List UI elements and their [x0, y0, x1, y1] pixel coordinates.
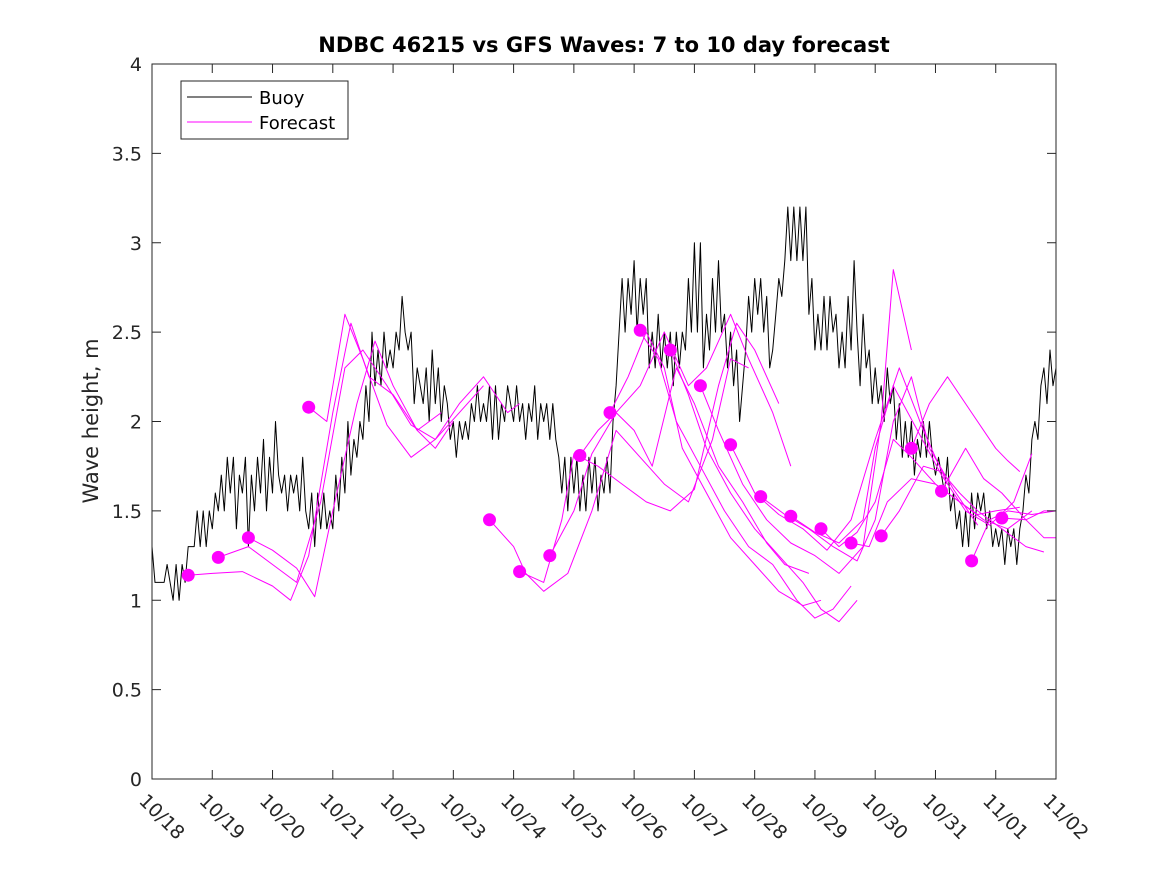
- forecast-marker-20: [965, 554, 979, 568]
- y-tick-label: 2.5: [112, 322, 142, 344]
- forecast-marker-9: [633, 323, 647, 337]
- forecast-marker-8: [603, 406, 617, 420]
- forecast-marker-18: [904, 441, 918, 455]
- y-tick-label: 1.5: [112, 501, 142, 523]
- forecast-line-18: [910, 376, 1021, 472]
- forecast-line-13: [760, 376, 979, 562]
- forecast-marker-7: [573, 449, 587, 462]
- forecast-marker-13: [754, 490, 768, 504]
- forecast-line-12: [730, 367, 948, 551]
- data-layer: [152, 206, 1056, 623]
- forecast-line-6: [549, 313, 792, 556]
- forecast-marker-3: [302, 400, 316, 414]
- chart-title: NDBC 46215 vs GFS Waves: 7 to 10 day for…: [318, 33, 889, 57]
- forecast-line-0: [188, 322, 442, 601]
- forecast-marker-1: [211, 550, 225, 564]
- forecast-line-8: [609, 331, 822, 607]
- forecast-marker-19: [935, 484, 948, 498]
- forecast-marker-2: [241, 531, 255, 545]
- forecast-marker-14: [784, 509, 798, 523]
- legend-forecast-label: Forecast: [259, 113, 335, 134]
- y-tick-label: 3: [130, 233, 142, 255]
- forecast-line-2: [248, 340, 454, 598]
- forecast-marker-11: [693, 379, 707, 393]
- forecast-line-11: [699, 269, 912, 574]
- forecast-marker-4: [483, 513, 496, 527]
- buoy-line-0: [152, 206, 1056, 601]
- legend-buoy-label: Buoy: [259, 88, 305, 109]
- forecast-marker-21: [995, 511, 1009, 525]
- forecast-line-17: [880, 465, 1045, 553]
- forecast-marker-12: [724, 438, 738, 452]
- y-tick-label: 3.5: [112, 143, 142, 165]
- forecast-line-14: [790, 385, 1033, 544]
- forecast-marker-6: [543, 549, 557, 563]
- forecast-line-5: [519, 322, 780, 583]
- forecast-marker-10: [663, 343, 677, 357]
- forecast-line-19: [941, 447, 1056, 539]
- y-tick-label: 2: [130, 412, 142, 434]
- forecast-line-9: [639, 331, 852, 619]
- y-tick-label: 4: [130, 54, 142, 76]
- forecast-marker-16: [844, 536, 858, 550]
- legend: Buoy Forecast: [180, 80, 349, 140]
- forecast-line-10: [669, 349, 858, 623]
- y-tick-label: 0: [130, 769, 142, 791]
- forecast-marker-0: [181, 568, 195, 582]
- legend-box: [180, 80, 349, 140]
- y-tick-label: 1: [130, 590, 142, 612]
- forecast-marker-17: [874, 529, 888, 543]
- forecast-line-1: [218, 349, 484, 583]
- y-tick-label: 0.5: [112, 680, 142, 702]
- y-axis-label: Wave height, m: [79, 338, 103, 503]
- forecast-line-16: [851, 478, 1020, 548]
- forecast-line-3: [308, 313, 520, 458]
- forecast-marker-15: [814, 522, 828, 536]
- forecast-marker-5: [513, 565, 527, 579]
